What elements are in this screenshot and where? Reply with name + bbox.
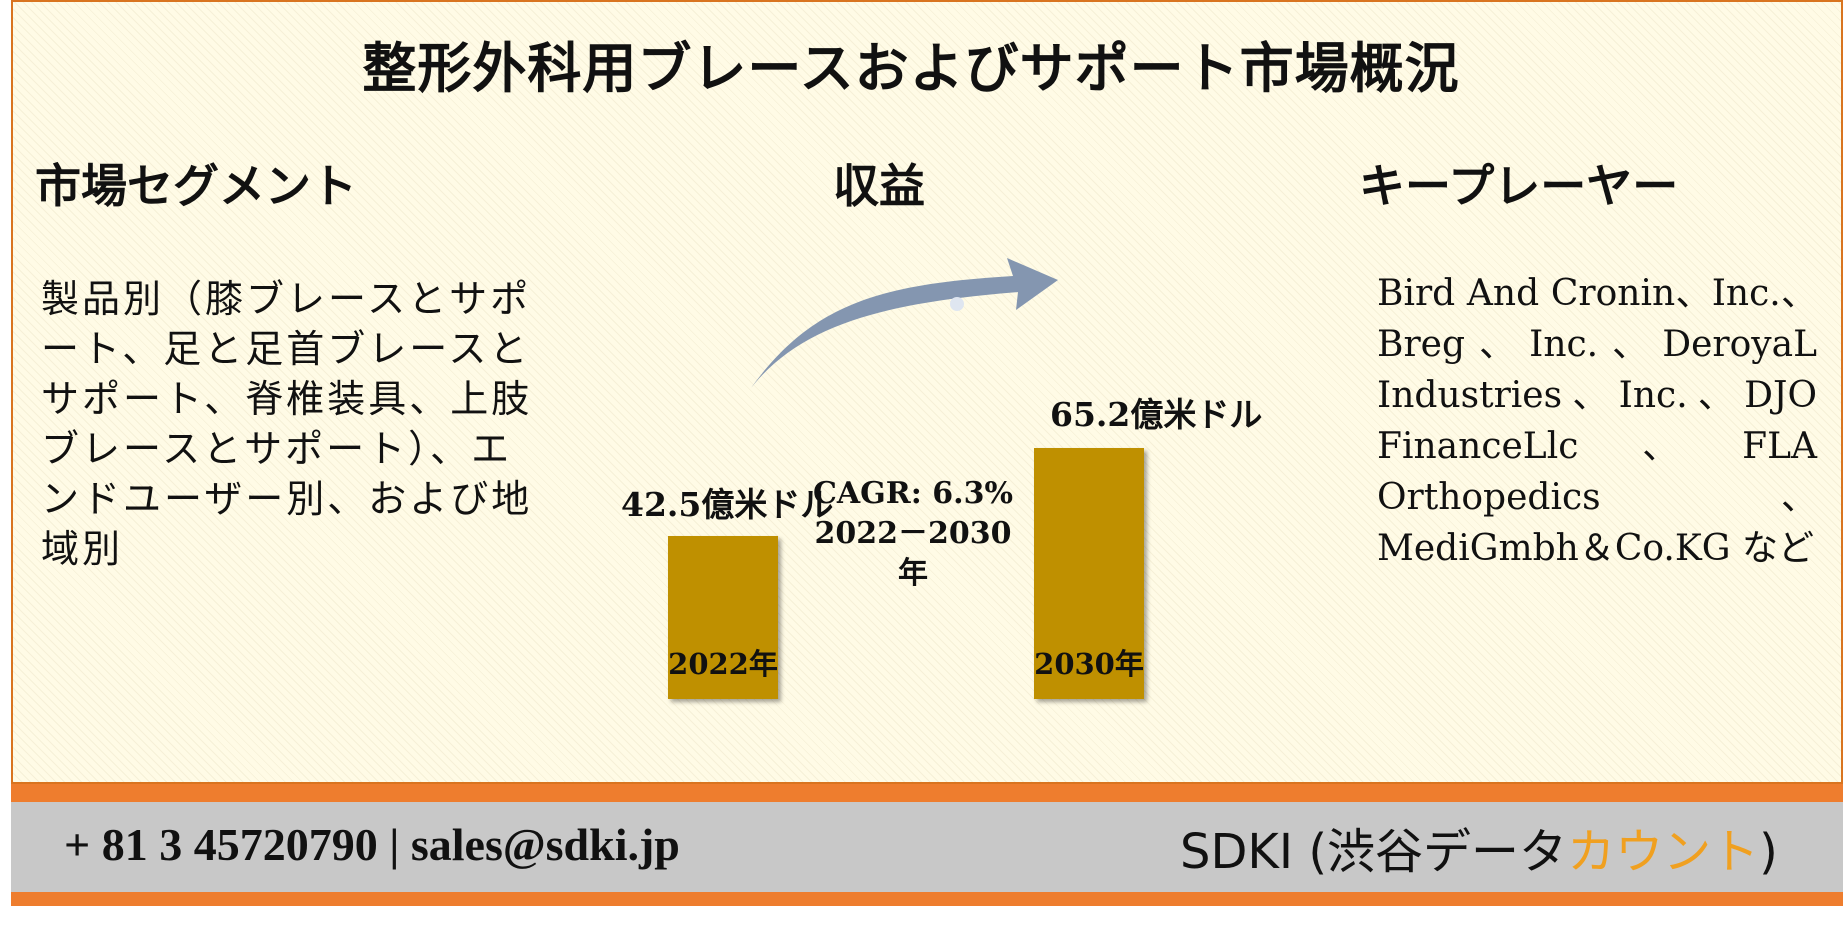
- players-text: Bird And Cronin、Inc.、Breg、Inc.、DeroyaL I…: [1377, 273, 1817, 569]
- footer-band-top: [11, 784, 1843, 802]
- bar-category-label: 2030年: [1034, 647, 1144, 681]
- page-title: 整形外科用ブレースおよびサポート市場概況: [362, 36, 1460, 100]
- segments-text: 製品別（膝ブレースとサポート、足と足首ブレースとサポート、脊椎装具、上肢ブレース…: [41, 277, 533, 571]
- cagr-period: 2022－2030年: [814, 516, 1012, 591]
- cagr-rate: CAGR: 6.3%: [813, 476, 1013, 511]
- brand-main: SDKI (渋谷データ: [1180, 824, 1568, 880]
- footer-band-bottom: [11, 892, 1843, 906]
- cagr-label: CAGR: 6.3% 2022－2030年: [803, 474, 1023, 594]
- bar-2022年: [668, 535, 778, 699]
- brand-logo: SDKI (渋谷データカウント): [1180, 812, 1778, 882]
- footer-bar: [11, 802, 1843, 892]
- contact-info: + 81 3 45720790 | sales@sdki.jp: [64, 819, 680, 870]
- bar-value-label: 65.2億米ドル: [1050, 395, 1263, 435]
- revenue-heading: 収益: [833, 159, 925, 213]
- infographic-panel: 整形外科用ブレースおよびサポート市場概況 市場セグメント 収益 キープレーヤー …: [11, 0, 1843, 784]
- segments-heading: 市場セグメント: [35, 159, 357, 213]
- bar-2030年: [1034, 448, 1144, 699]
- players-heading: キープレーヤー: [1359, 159, 1679, 213]
- bar-value-label: 42.5億米ドル: [621, 484, 834, 524]
- brand-accent: カウント: [1567, 824, 1760, 880]
- bar-category-label: 2022年: [668, 647, 778, 681]
- growth-arrow: [751, 258, 1058, 388]
- brand-close: ): [1759, 824, 1778, 880]
